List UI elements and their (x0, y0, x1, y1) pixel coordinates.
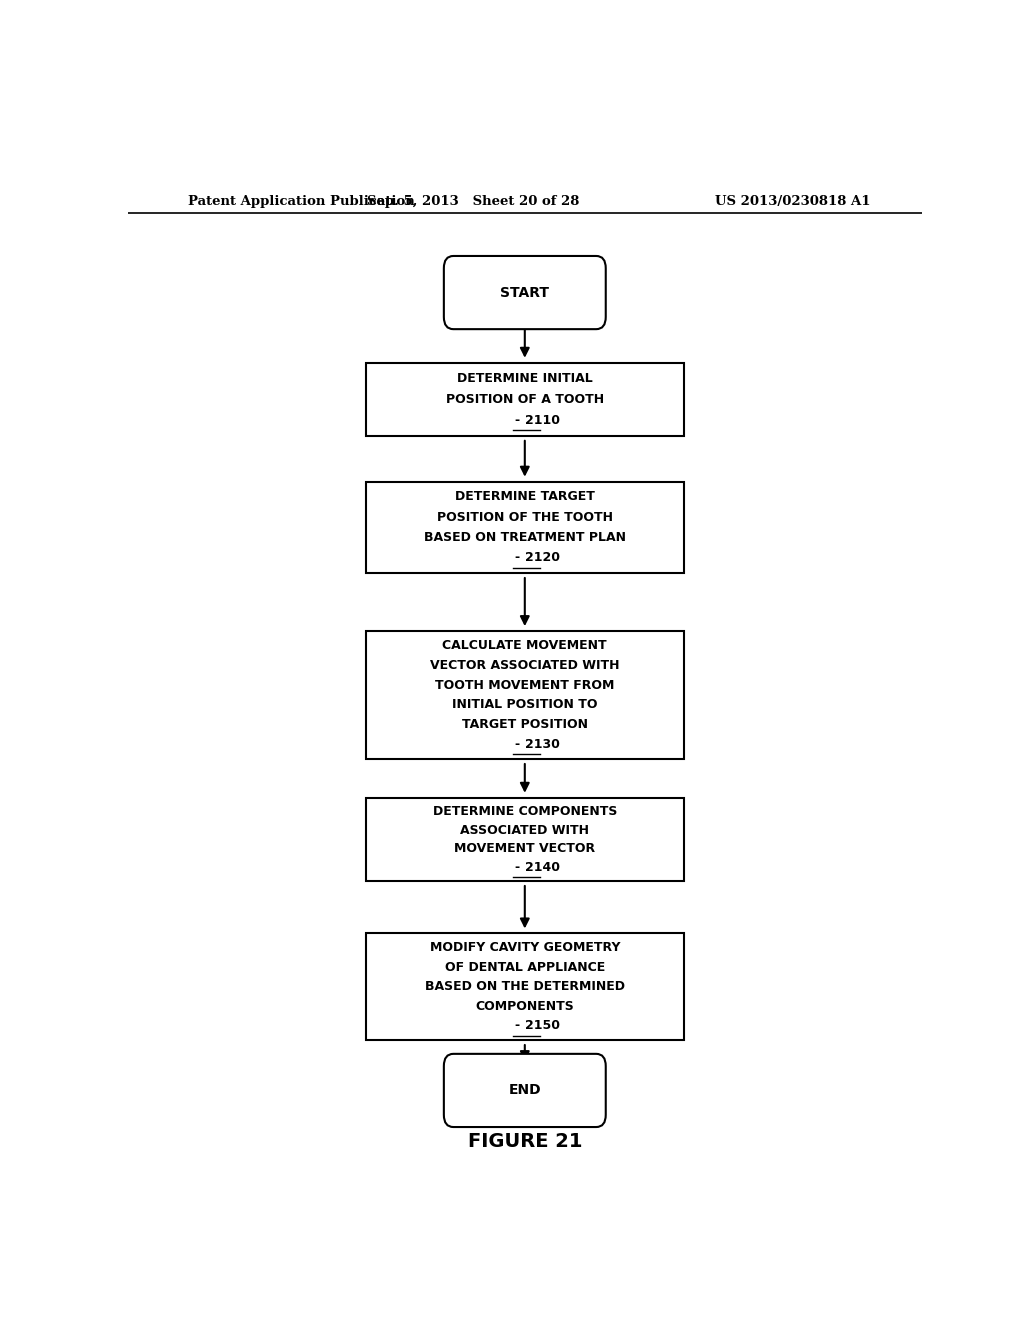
Text: END: END (509, 1084, 541, 1097)
Text: 2130: 2130 (524, 738, 560, 751)
Text: BASED ON THE DETERMINED: BASED ON THE DETERMINED (425, 981, 625, 993)
Bar (367, 363, 684, 436)
Text: POSITION OF THE TOOTH: POSITION OF THE TOOTH (437, 511, 612, 524)
Text: FIGURE 21: FIGURE 21 (468, 1131, 582, 1151)
Text: COMPONENTS: COMPONENTS (475, 999, 574, 1012)
Text: INITIAL POSITION TO: INITIAL POSITION TO (452, 698, 598, 711)
Text: 2110: 2110 (524, 413, 560, 426)
Text: Patent Application Publication: Patent Application Publication (187, 194, 415, 207)
Text: Sep. 5, 2013   Sheet 20 of 28: Sep. 5, 2013 Sheet 20 of 28 (367, 194, 580, 207)
Text: DETERMINE TARGET: DETERMINE TARGET (455, 490, 595, 503)
Bar (367, 631, 684, 759)
Text: TARGET POSITION: TARGET POSITION (462, 718, 588, 731)
Text: -: - (515, 738, 524, 751)
Text: OF DENTAL APPLIANCE: OF DENTAL APPLIANCE (444, 961, 605, 974)
Text: MOVEMENT VECTOR: MOVEMENT VECTOR (455, 842, 595, 855)
Text: BASED ON TREATMENT PLAN: BASED ON TREATMENT PLAN (424, 531, 626, 544)
Text: 2150: 2150 (524, 1019, 560, 1032)
Text: DETERMINE COMPONENTS: DETERMINE COMPONENTS (432, 805, 617, 818)
Text: -: - (515, 861, 524, 874)
Bar (367, 482, 684, 573)
Text: CALCULATE MOVEMENT: CALCULATE MOVEMENT (442, 639, 607, 652)
Bar (367, 933, 684, 1040)
Text: -: - (515, 413, 524, 426)
Text: 2120: 2120 (524, 552, 560, 565)
Text: DETERMINE INITIAL: DETERMINE INITIAL (457, 372, 593, 385)
Text: -: - (515, 552, 524, 565)
Text: VECTOR ASSOCIATED WITH: VECTOR ASSOCIATED WITH (430, 659, 620, 672)
Text: -: - (515, 1019, 524, 1032)
Text: MODIFY CAVITY GEOMETRY: MODIFY CAVITY GEOMETRY (429, 941, 621, 954)
Text: 2140: 2140 (524, 861, 560, 874)
FancyBboxPatch shape (443, 1053, 606, 1127)
Text: ASSOCIATED WITH: ASSOCIATED WITH (461, 824, 589, 837)
Bar (367, 797, 684, 880)
Text: START: START (501, 285, 549, 300)
Text: POSITION OF A TOOTH: POSITION OF A TOOTH (445, 393, 604, 405)
Text: TOOTH MOVEMENT FROM: TOOTH MOVEMENT FROM (435, 678, 614, 692)
Text: US 2013/0230818 A1: US 2013/0230818 A1 (715, 194, 870, 207)
FancyBboxPatch shape (443, 256, 606, 329)
